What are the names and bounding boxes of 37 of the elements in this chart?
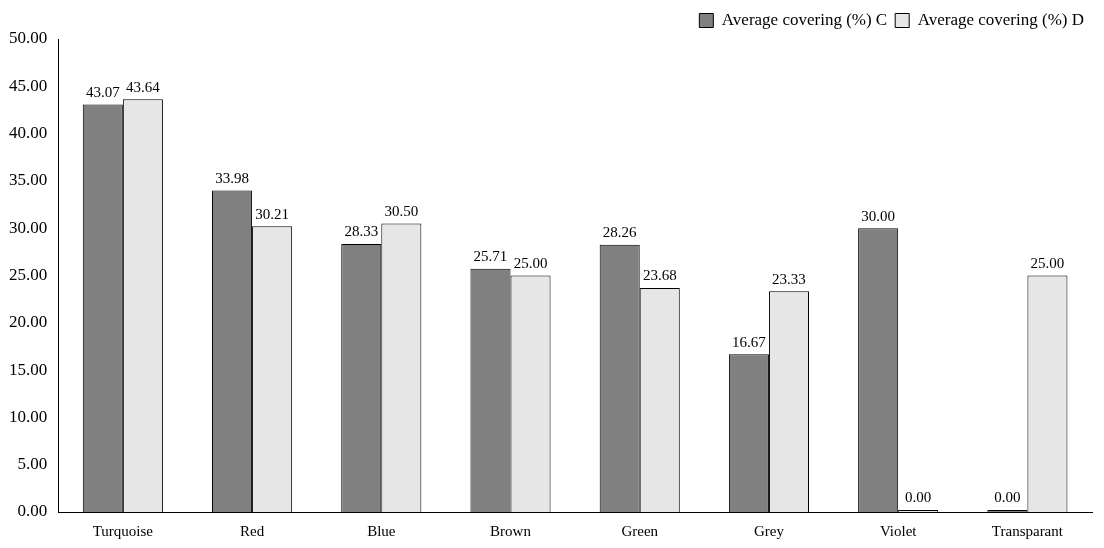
data-label: 30.00: [861, 207, 896, 224]
legend-label: Average covering (%) D: [917, 9, 1085, 29]
data-label: 25.71: [473, 248, 508, 265]
y-tick-label: 20.00: [9, 312, 48, 332]
data-label: 16.67: [732, 333, 767, 350]
data-label: 43.07: [85, 84, 121, 100]
data-label: 30.50: [384, 202, 419, 219]
y-tick-label: 35.00: [9, 170, 48, 190]
x-tick-label: Violet: [879, 522, 918, 539]
y-tick-label: 50.00: [9, 28, 48, 48]
y-tick-label: 25.00: [9, 264, 48, 284]
y-tick-label: 40.00: [9, 123, 48, 143]
x-tick-label: Red: [239, 522, 265, 539]
y-tick-label: 0.00: [17, 501, 48, 521]
data-label: 43.64: [126, 78, 161, 95]
data-label: 33.98: [215, 169, 249, 186]
y-tick-label: 30.00: [9, 217, 48, 237]
y-tick-label: 45.00: [9, 75, 48, 95]
x-tick-label: Green: [621, 522, 659, 539]
x-tick-label: Turquoise: [92, 522, 154, 539]
x-tick-label: Transparant: [991, 522, 1064, 539]
data-label: 28.33: [344, 223, 379, 240]
data-label: 23.68: [642, 267, 677, 284]
data-label: 0.00: [905, 489, 932, 506]
x-tick-label: Blue: [367, 522, 396, 539]
data-label: 0.00: [994, 489, 1021, 506]
y-tick-label: 10.00: [9, 406, 48, 426]
data-label: 23.33: [772, 270, 806, 287]
y-tick-label: 15.00: [9, 359, 48, 379]
y-tick-label: 5.00: [17, 454, 48, 474]
data-label: 25.00: [513, 254, 548, 271]
x-tick-label: Brown: [490, 522, 532, 539]
data-label: 25.00: [1030, 254, 1065, 271]
data-label: 28.26: [602, 224, 638, 241]
x-tick-label: Grey: [753, 522, 785, 539]
legend-label: Average covering (%) C: [721, 9, 888, 29]
data-label: 30.21: [255, 205, 289, 222]
